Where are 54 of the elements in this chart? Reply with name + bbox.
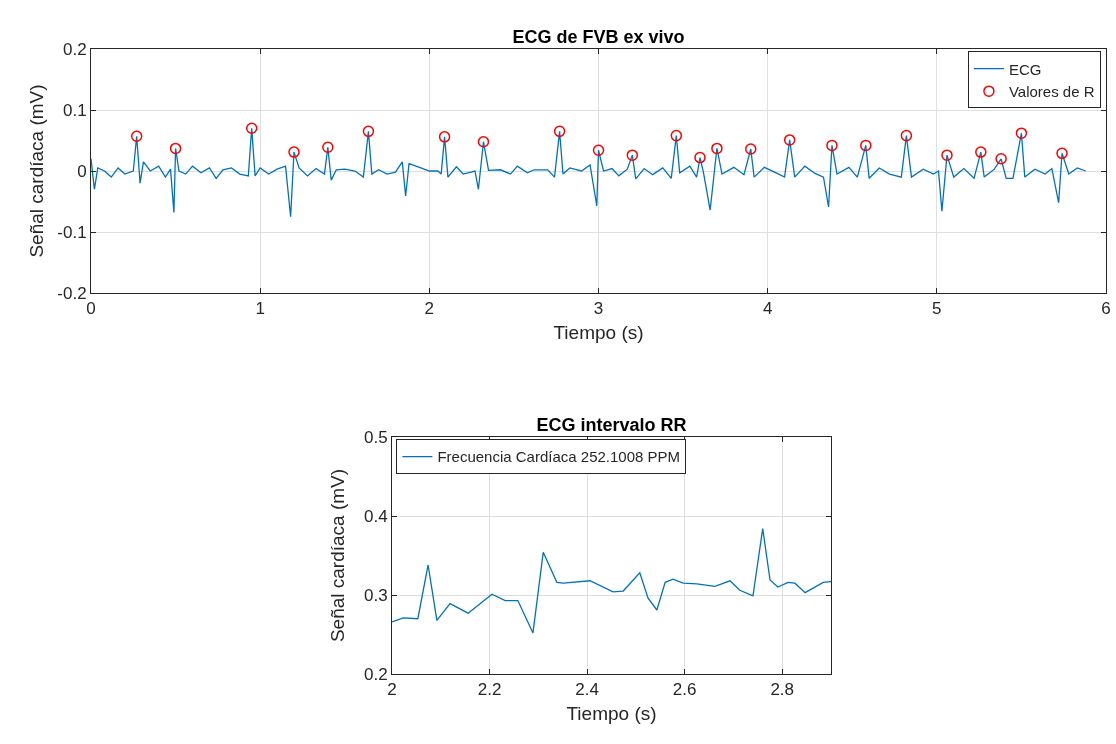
- point: [553, 125, 566, 138]
- line-series: [392, 527, 831, 634]
- point: [975, 146, 987, 158]
- point: [322, 141, 334, 153]
- y-tick-label: 0.1: [62, 100, 87, 120]
- point: [995, 153, 1007, 165]
- point: [288, 146, 300, 158]
- point: [438, 131, 451, 143]
- y-tick-label: 0.4: [363, 506, 388, 526]
- point: [783, 134, 796, 146]
- point: [592, 144, 605, 157]
- x-axis-title: Tiempo (s): [566, 703, 657, 725]
- y-tick-label: 0.5: [363, 427, 388, 447]
- legend-label: Valores de R: [1008, 83, 1095, 101]
- x-tick-label: 2.4: [575, 680, 599, 700]
- x-tick-label: 3: [593, 299, 604, 319]
- x-tick-label: 2.6: [672, 680, 697, 700]
- x-tick-label: 2: [424, 299, 435, 319]
- y-tick-label: 0: [77, 161, 87, 181]
- point: [694, 151, 706, 164]
- legend-label: ECG: [1008, 60, 1042, 78]
- point: [745, 143, 757, 155]
- x-tick-label: 1: [255, 299, 265, 319]
- point: [130, 130, 143, 142]
- x-axis-title: Tiempo (s): [553, 322, 644, 344]
- x-tick-label: 2.2: [477, 680, 502, 700]
- y-tick-label: 0.2: [363, 664, 388, 684]
- point: [169, 142, 182, 155]
- y-tick-label: -0.2: [57, 283, 87, 303]
- point: [941, 149, 953, 161]
- point: [477, 135, 490, 148]
- legend-label: Frecuencia Cardíaca 252.1008 PPM: [437, 448, 681, 466]
- point: [1056, 147, 1068, 160]
- y-tick-label: 0.3: [363, 585, 388, 605]
- point: [670, 129, 683, 142]
- point: [626, 149, 639, 161]
- x-tick-label: 2.8: [770, 680, 795, 700]
- y-axis-title: Señal cardíaca (mV): [26, 84, 47, 258]
- point: [900, 129, 913, 142]
- chart-title: ECG de FVB ex vivo: [512, 27, 685, 47]
- x-tick-label: 5: [932, 299, 942, 319]
- point: [1015, 127, 1028, 139]
- point: [711, 142, 723, 155]
- chart-title: ECG intervalo RR: [536, 415, 687, 435]
- x-tick-label: 4: [762, 299, 773, 319]
- point: [860, 139, 872, 152]
- point: [362, 125, 375, 138]
- y-axis-title: Señal cardíaca (mV): [327, 468, 348, 643]
- y-tick-label: -0.1: [57, 222, 87, 242]
- point: [245, 122, 258, 135]
- y-tick-label: 0.2: [62, 39, 87, 59]
- x-tick-label: 6: [1101, 299, 1111, 319]
- point: [826, 139, 838, 152]
- x-tick-label: 2: [387, 680, 397, 700]
